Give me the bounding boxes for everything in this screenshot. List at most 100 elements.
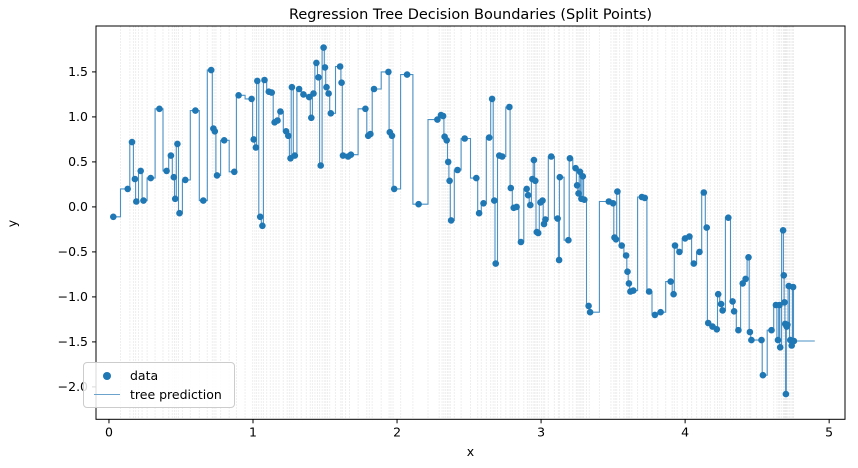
data-point [729,298,736,305]
data-point [347,151,355,158]
data-point [480,200,487,207]
data-point [622,252,630,259]
data-point [651,311,659,319]
data-point [315,74,322,81]
data-point [128,138,136,146]
data-point [782,390,790,398]
legend-marker-dot [94,371,120,380]
data-point [670,290,677,298]
data-point [248,95,255,103]
y-tick-label: 1.0 [68,109,88,124]
data-point [176,209,183,217]
data-point [579,173,587,180]
data-point [585,302,592,310]
data-point [530,156,538,164]
data-point [492,260,500,267]
data-point [133,198,140,205]
data-point [288,83,296,91]
y-tick-label: −2.0 [58,379,88,394]
data-point [320,44,327,51]
data-point [434,116,441,123]
data-point [542,216,549,223]
legend-label-data: data [130,368,159,383]
data-point [776,344,784,351]
data-point [657,308,664,316]
data-point [253,77,261,85]
data-point [362,105,369,113]
data-point [725,214,732,221]
data-point [336,63,344,70]
data-point [717,300,725,308]
x-tick-label: 4 [681,424,689,439]
data-point [124,185,131,193]
data-point [461,135,469,142]
data-point [211,128,219,135]
data-point [220,137,228,144]
data-point [415,200,422,208]
data-point [748,336,755,344]
data-point [439,112,447,120]
data-point [268,89,276,96]
data-point [259,222,266,230]
data-point [730,308,738,315]
data-point [703,224,710,231]
data-point [147,174,154,182]
data-point [300,91,307,98]
data-point [630,287,637,294]
data-point [321,64,329,71]
data-point [554,215,561,222]
data-point [443,137,451,144]
data-point [131,175,139,183]
data-point [274,117,281,124]
data-point [182,176,189,184]
data-point [513,203,520,211]
data-point [370,85,378,93]
y-tick-label: 1.5 [68,64,88,79]
data-point [523,185,530,193]
data-point [498,153,506,160]
data-point [140,197,147,204]
data-point [388,132,396,140]
data-point [774,336,782,344]
data-point [110,213,117,221]
legend: data tree prediction [83,362,235,408]
data-point [539,197,546,204]
data-point [572,164,579,172]
data-point [256,213,264,221]
data-point [491,197,498,204]
data-point [700,189,708,196]
data-point [614,188,621,195]
data-point [524,191,532,199]
data-point [759,371,767,379]
data-point [252,144,260,151]
data-point [534,229,542,237]
data-point [779,227,787,234]
data-point [313,59,320,67]
data-point [506,103,513,111]
data-point [690,260,698,267]
data-point [714,290,722,298]
x-tick-label: 0 [105,424,113,439]
data-point [446,177,453,185]
data-point [339,152,347,159]
legend-item-data: data [94,368,222,383]
y-tick-label: −1.5 [58,334,88,349]
data-point [277,108,284,115]
data-point [167,152,175,159]
data-point [454,166,461,174]
prediction-step-line [113,47,815,395]
x-tick-label: 1 [249,424,257,439]
data-point [156,105,163,113]
data-point [696,248,703,256]
data-point [207,66,215,74]
data-point [547,153,555,160]
data-point [784,321,791,329]
data-point [327,110,335,117]
data-point [780,272,788,279]
data-point [250,136,257,143]
data-point [231,168,238,176]
data-point [174,140,181,148]
data-point [609,200,617,207]
